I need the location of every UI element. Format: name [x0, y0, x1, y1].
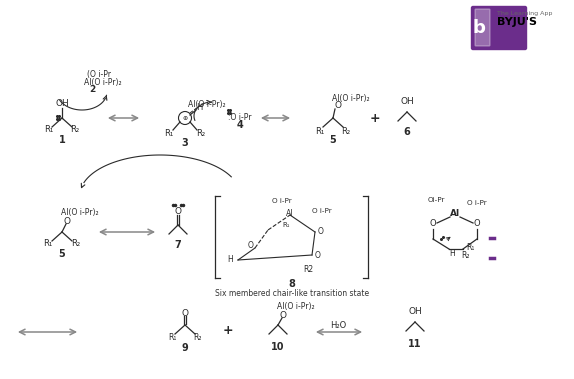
Text: R₂: R₂ [71, 125, 80, 135]
Text: R₂: R₂ [342, 127, 351, 136]
Text: O: O [315, 251, 321, 260]
Text: 11: 11 [408, 339, 422, 349]
Text: 5: 5 [59, 249, 65, 259]
Text: R₁: R₁ [282, 222, 290, 228]
Text: H: H [196, 103, 202, 113]
FancyBboxPatch shape [475, 9, 490, 46]
Text: 10: 10 [272, 342, 285, 352]
Text: O: O [318, 227, 324, 236]
Text: R₁: R₁ [164, 130, 173, 138]
Text: O: O [430, 219, 436, 227]
Text: Al(O i-Pr)₂: Al(O i-Pr)₂ [61, 207, 99, 216]
Text: 8: 8 [289, 279, 296, 289]
Text: R₁: R₁ [466, 243, 474, 252]
Text: R₂: R₂ [194, 334, 202, 343]
Text: 7: 7 [174, 240, 181, 250]
Text: Al(O i-Pr)₂: Al(O i-Pr)₂ [332, 94, 370, 102]
Text: b: b [472, 19, 486, 37]
Text: O: O [335, 102, 342, 111]
Text: 6: 6 [404, 127, 410, 137]
Text: R₁: R₁ [315, 127, 325, 136]
Text: R₂: R₂ [71, 240, 80, 249]
Text: H: H [227, 255, 233, 265]
Text: O: O [181, 309, 188, 318]
Text: Al: Al [450, 208, 460, 218]
Text: 5: 5 [329, 135, 336, 145]
Text: Al: Al [286, 210, 294, 219]
Text: ⊕: ⊕ [183, 116, 188, 121]
Text: +: + [370, 111, 381, 124]
Text: O i-Pr: O i-Pr [312, 208, 332, 214]
Text: OH: OH [408, 307, 422, 315]
Text: R₁: R₁ [168, 334, 176, 343]
Text: OH: OH [55, 100, 69, 108]
Text: R₁: R₁ [44, 240, 53, 249]
Text: (O i-Pr: (O i-Pr [87, 69, 111, 78]
Text: Oi-Pr: Oi-Pr [428, 197, 445, 203]
Text: R₂: R₂ [461, 251, 470, 260]
Text: 2: 2 [89, 85, 95, 94]
Text: Al(O i-Pr)₂: Al(O i-Pr)₂ [188, 100, 226, 108]
Text: OH: OH [400, 97, 414, 106]
Text: H: H [449, 249, 455, 257]
Text: 9: 9 [181, 343, 188, 353]
Text: O i-Pr: O i-Pr [467, 200, 487, 206]
Text: H₂O: H₂O [330, 321, 346, 330]
Text: R₂: R₂ [196, 130, 205, 138]
Text: +: + [223, 324, 233, 337]
Text: Al(O i-Pr)₂: Al(O i-Pr)₂ [84, 77, 122, 86]
Text: The Learning App: The Learning App [497, 11, 552, 16]
Text: 1: 1 [59, 135, 65, 145]
Text: 3: 3 [181, 138, 188, 148]
Text: O: O [174, 207, 181, 216]
Text: BYJU'S: BYJU'S [497, 17, 537, 27]
Text: R₁: R₁ [44, 125, 53, 135]
Text: O: O [280, 312, 286, 321]
Text: O i-Pr: O i-Pr [272, 198, 292, 204]
Text: O: O [64, 218, 71, 227]
Text: O: O [248, 241, 254, 249]
Text: 4: 4 [236, 120, 243, 130]
Text: Al(O i-Pr)₂: Al(O i-Pr)₂ [277, 302, 315, 312]
Text: R2: R2 [303, 265, 313, 274]
Text: O: O [474, 219, 480, 227]
Text: Six membered chair-like transition state: Six membered chair-like transition state [215, 290, 369, 299]
FancyBboxPatch shape [471, 6, 526, 50]
Text: :O i-Pr: :O i-Pr [228, 113, 251, 122]
